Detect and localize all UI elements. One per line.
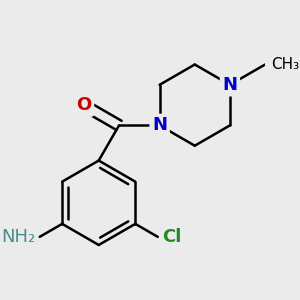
- Text: N: N: [152, 116, 167, 134]
- Text: N: N: [222, 76, 237, 94]
- Text: O: O: [76, 96, 92, 114]
- Text: CH₃: CH₃: [272, 57, 300, 72]
- Text: Cl: Cl: [162, 228, 181, 246]
- Text: NH₂: NH₂: [2, 228, 36, 246]
